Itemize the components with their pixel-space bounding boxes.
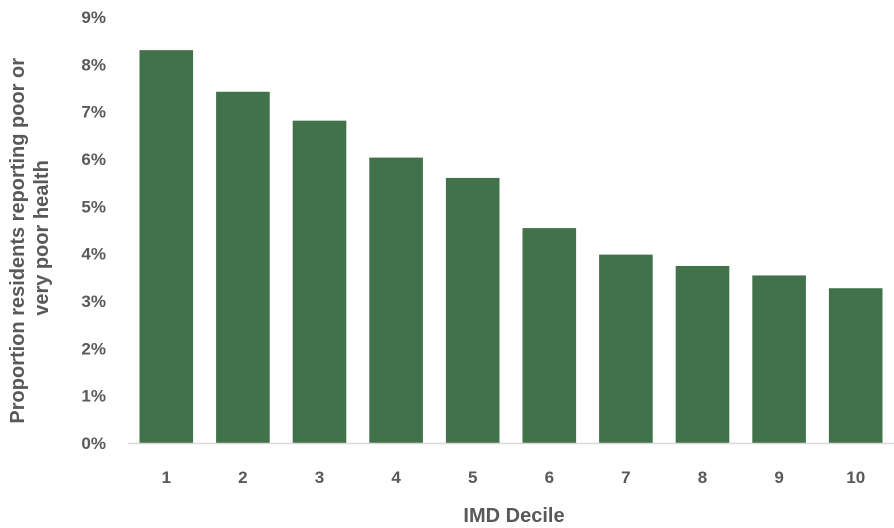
- x-tick-label: 10: [846, 468, 865, 487]
- y-tick-label: 3%: [81, 292, 106, 311]
- y-tick-label: 1%: [81, 387, 106, 406]
- y-axis-title-line-1: Proportion residents reporting poor or: [7, 58, 29, 424]
- bars: [139, 50, 883, 444]
- y-tick-label: 9%: [81, 8, 106, 27]
- x-tick-label: 6: [545, 468, 554, 487]
- x-tick-label: 2: [238, 468, 247, 487]
- bar-9: [752, 275, 806, 443]
- bar-5: [445, 177, 500, 443]
- y-tick-label: 5%: [81, 197, 106, 216]
- x-axis-ticks: 1 2 3 4 5 6 7 8 9 10: [162, 468, 866, 487]
- x-tick-label: 4: [391, 468, 401, 487]
- bar-8: [675, 265, 730, 443]
- y-axis-ticks: 0% 1% 2% 3% 4% 5% 6% 7% 8% 9%: [81, 8, 106, 453]
- bar-10: [828, 288, 883, 443]
- y-axis-title: Proportion residents reporting poor or v…: [7, 52, 53, 423]
- bar-2: [216, 91, 270, 443]
- x-tick-label: 7: [621, 468, 630, 487]
- bar-7: [599, 254, 653, 443]
- y-tick-label: 4%: [81, 245, 106, 264]
- x-tick-label: 8: [698, 468, 707, 487]
- bar-1: [139, 50, 194, 444]
- y-tick-label: 7%: [81, 103, 106, 122]
- x-tick-label: 5: [468, 468, 477, 487]
- bar-4: [369, 157, 423, 443]
- y-tick-label: 8%: [81, 55, 106, 74]
- x-tick-label: 1: [162, 468, 171, 487]
- y-axis-title-line-2: very poor health: [31, 160, 53, 316]
- bar-6: [522, 228, 577, 443]
- x-axis-title: IMD Decile: [463, 505, 564, 527]
- x-tick-label: 3: [315, 468, 324, 487]
- bar-3: [292, 120, 347, 443]
- x-tick-label: 9: [774, 468, 783, 487]
- y-tick-label: 0%: [81, 434, 106, 453]
- y-tick-label: 2%: [81, 339, 106, 358]
- y-tick-label: 6%: [81, 150, 106, 169]
